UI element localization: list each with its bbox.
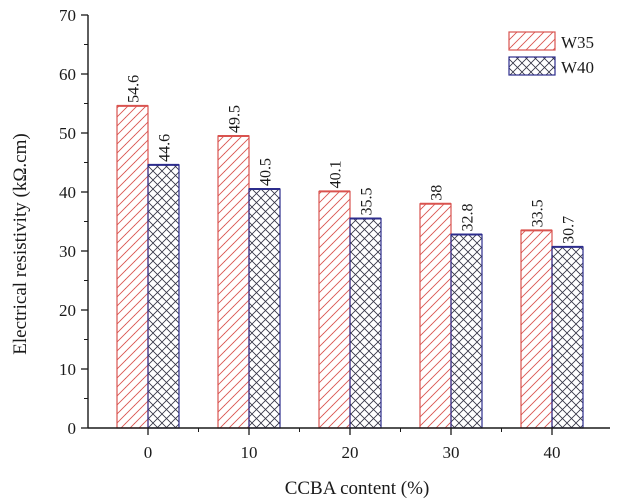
bars-group (116, 104, 584, 429)
data-label-w35-10: 49.5 (227, 105, 244, 133)
x-axis-title: CCBA content (%) (285, 478, 430, 499)
data-label-w40-0: 44.6 (157, 134, 174, 162)
x-tick-label-10: 10 (241, 443, 258, 462)
data-label-w40-20: 35.5 (359, 188, 376, 216)
data-label-w35-40: 33.5 (530, 199, 547, 227)
axes-group: 0 10 20 30 40 50 60 70 0 10 20 30 40 (59, 6, 610, 462)
x-tick-label-40: 40 (544, 443, 561, 462)
data-label-w40-40: 30.7 (561, 216, 578, 244)
y-tick-label-30: 30 (59, 242, 76, 261)
y-tick-label-50: 50 (59, 124, 76, 143)
bar-w40-0 (147, 164, 180, 429)
data-label-w40-30: 32.8 (460, 203, 477, 231)
legend-label-w40: W40 (561, 58, 594, 77)
bar-w40-30 (450, 233, 483, 429)
x-tick-label-30: 30 (443, 443, 460, 462)
data-label-w35-0: 54.6 (126, 75, 143, 103)
x-tick-label-0: 0 (144, 443, 153, 462)
bar-w35-10 (217, 135, 250, 429)
data-label-w35-30: 38 (429, 185, 446, 201)
bar-w40-20 (349, 217, 382, 429)
bar-w35-30 (419, 203, 452, 429)
y-tick-label-0: 0 (68, 419, 77, 438)
legend-swatch-w35 (508, 31, 556, 51)
y-tick-label-10: 10 (59, 360, 76, 379)
y-tick-label-70: 70 (59, 6, 76, 25)
bar-w40-10 (248, 188, 281, 429)
bar-w35-0 (116, 105, 149, 429)
bar-w40-40 (551, 246, 584, 429)
y-tick-label-40: 40 (59, 183, 76, 202)
data-label-w40-10: 40.5 (258, 158, 275, 186)
data-labels-group: 54.6 44.6 49.5 40.5 40.1 35.5 38 32.8 33.5 30.7 (126, 75, 578, 244)
bar-w35-40 (520, 229, 553, 429)
y-axis-title: Electrical resistivity (kΩ.cm) (10, 133, 31, 354)
bar-w35-20 (318, 190, 351, 429)
data-label-w35-20: 40.1 (328, 160, 345, 188)
legend-label-w35: W35 (561, 33, 594, 52)
y-tick-label-60: 60 (59, 65, 76, 84)
legend-swatch-w40 (508, 56, 556, 76)
x-tick-label-20: 20 (342, 443, 359, 462)
y-tick-label-20: 20 (59, 301, 76, 320)
